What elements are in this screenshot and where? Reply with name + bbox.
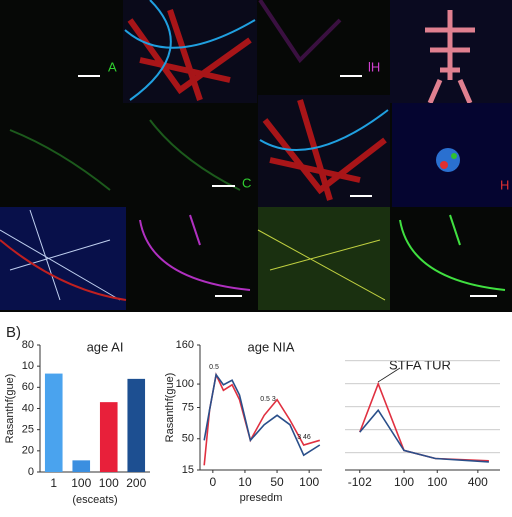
image-label: C — [242, 175, 251, 190]
annotation: 3 46 — [297, 434, 311, 441]
line — [359, 408, 489, 463]
annotation: 0.5 — [209, 364, 219, 371]
y-tick-label: 75 — [182, 401, 194, 413]
image — [0, 207, 126, 310]
image — [258, 207, 390, 310]
y-tick-label: 50 — [182, 433, 194, 445]
chart-title: STFA TUR — [389, 357, 451, 372]
image-label: lH — [368, 59, 380, 74]
x-tick-label: 1 — [50, 476, 57, 490]
y-tick-label: 15 — [182, 464, 194, 476]
x-tick-label: 10 — [238, 475, 252, 489]
bar — [72, 460, 91, 472]
image-label: A — [108, 59, 117, 74]
y-tick-label: 20 — [22, 445, 34, 457]
y-tick-label: 10 — [22, 360, 34, 372]
bar — [127, 378, 146, 472]
y-axis-label: Rasanthf(gue) — [164, 373, 176, 443]
x-tick-label: 0 — [209, 475, 216, 489]
x-axis-label: (esceats) — [72, 494, 117, 506]
x-tick-label: 100 — [394, 475, 414, 489]
y-tick-label: 60 — [22, 381, 34, 393]
x-tick-label: 200 — [126, 476, 146, 490]
y-tick-label: 80 — [22, 339, 34, 351]
bar — [44, 373, 63, 472]
y-tick-label: 0 — [28, 466, 34, 478]
image-panels — [0, 0, 512, 312]
x-tick-label: 100 — [99, 476, 119, 490]
y-tick-label: 100 — [176, 378, 194, 390]
chart-title: age AI — [87, 339, 124, 354]
x-tick-label: 100 — [427, 475, 447, 489]
line — [359, 381, 489, 462]
panel-label: B) — [6, 324, 21, 341]
image-label: H — [500, 177, 509, 192]
y-tick-label: 25 — [22, 424, 34, 436]
annotation: 0.5 3 — [260, 396, 276, 403]
line — [203, 372, 321, 457]
x-tick-label: -102 — [348, 475, 372, 489]
y-tick-label: 40 — [22, 402, 34, 414]
y-axis-label: Rasanthf(gue) — [4, 374, 16, 444]
x-axis-label: presedm — [240, 492, 283, 504]
x-tick-label: 100 — [299, 475, 319, 489]
x-tick-label: 100 — [71, 476, 91, 490]
bar — [99, 402, 118, 472]
y-tick-label: 160 — [176, 339, 194, 351]
x-tick-label: 50 — [270, 475, 284, 489]
axis — [199, 345, 322, 471]
x-tick-label: 400 — [468, 475, 488, 489]
title-pointer — [377, 367, 401, 383]
chart-title: age NIA — [248, 339, 295, 354]
